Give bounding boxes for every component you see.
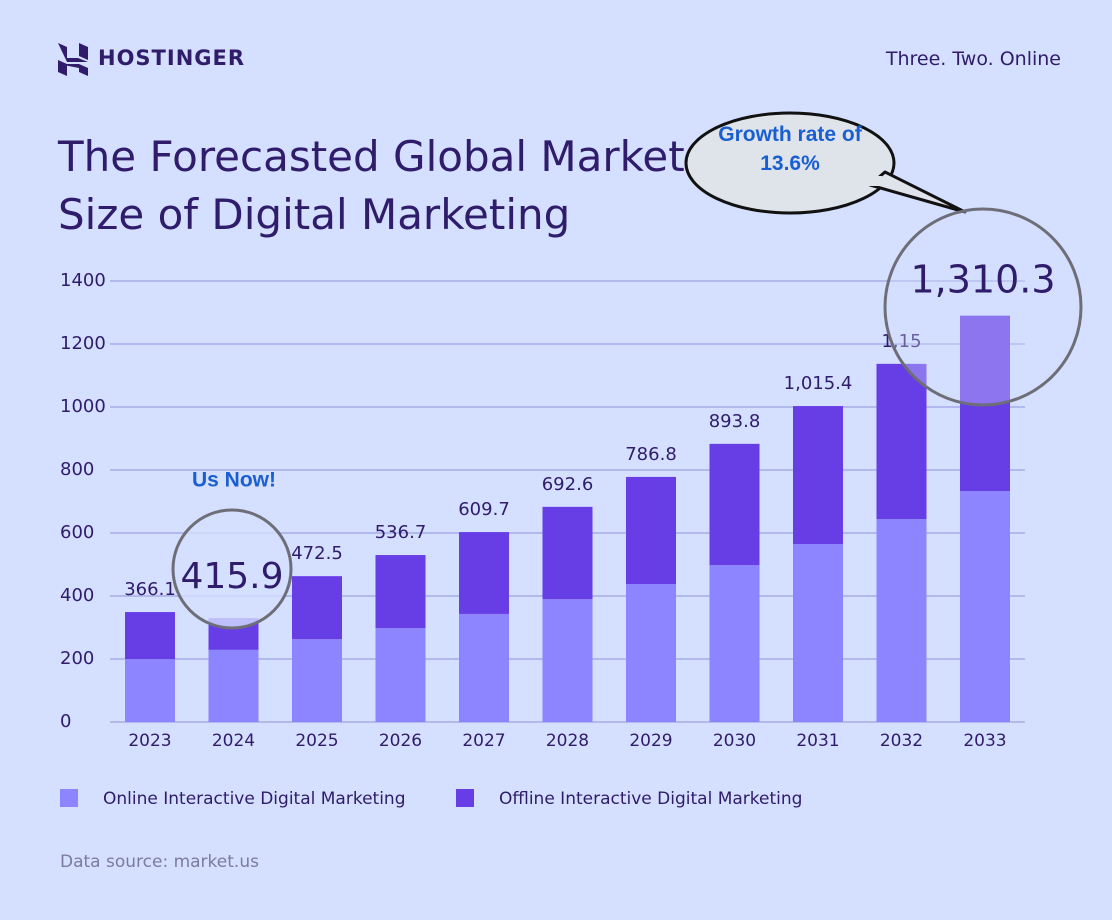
brand: HOSTINGER — [98, 46, 246, 70]
y-tick-label: 800 — [60, 459, 94, 480]
bar-segment — [876, 519, 927, 722]
us-now-callout: Us Now! — [192, 469, 276, 492]
y-tick-label: 1200 — [60, 333, 106, 354]
y-tick-label: 600 — [60, 522, 94, 543]
legend-swatch — [456, 789, 474, 807]
bubble-tail-join — [866, 176, 882, 186]
bar-segment — [626, 584, 676, 722]
legend-label: Offline Interactive Digital Marketing — [499, 789, 802, 809]
magnifier — [883, 207, 1083, 407]
bar-segment — [709, 443, 760, 566]
y-tick-label: 400 — [60, 585, 94, 606]
total-label: 893.8 — [709, 411, 761, 432]
x-tick-label: 2024 — [212, 731, 255, 751]
total-label: 609.7 — [458, 499, 510, 520]
growth-callout: Growth rate of 13.6% — [718, 123, 862, 175]
tagline: Three. Two. Online — [885, 48, 1061, 70]
x-tick-label: 2029 — [629, 731, 672, 751]
x-tick-label: 2031 — [796, 731, 839, 751]
bar-segment — [626, 476, 676, 585]
x-tick-label: 2023 — [128, 731, 171, 751]
total-label-zoomed: 1,310.3 — [910, 258, 1055, 302]
bar-segment — [375, 555, 426, 629]
bar-segment — [793, 544, 843, 722]
total-label: 1,015.4 — [784, 373, 853, 394]
bubble-tail — [868, 170, 967, 214]
y-tick-label: 1000 — [60, 396, 106, 417]
y-tick-label: 0 — [60, 711, 71, 732]
bar-segment — [542, 599, 593, 722]
bar-segment — [125, 659, 175, 722]
total-label: 472.5 — [291, 543, 343, 564]
x-tick-label: 2028 — [546, 731, 589, 751]
bar-segment — [709, 565, 760, 722]
total-label: 366.1 — [124, 579, 176, 600]
total-label: 786.8 — [625, 444, 677, 465]
bar-segment — [292, 639, 342, 722]
bar-segment — [542, 506, 593, 600]
bar-segment — [960, 491, 1010, 722]
x-tick-label: 2026 — [379, 731, 422, 751]
total-label: 1,15 — [881, 331, 921, 352]
x-tick-label: 2025 — [295, 731, 338, 751]
y-tick-label: 1400 — [60, 270, 106, 291]
x-tick-label: 2030 — [713, 731, 756, 751]
total-label-zoomed: 415.9 — [180, 556, 283, 597]
legend-swatch — [60, 789, 78, 807]
chart-title: The Forecasted Global Market Size of Dig… — [58, 132, 685, 239]
x-tick-label: 2033 — [963, 731, 1006, 751]
bar-segment — [793, 406, 843, 545]
y-tick-label: 200 — [60, 648, 94, 669]
bar-segment — [876, 363, 927, 520]
source: Data source: market.us — [60, 852, 259, 872]
bar-segment — [125, 612, 175, 659]
logo — [58, 43, 88, 76]
total-label: 536.7 — [375, 522, 427, 543]
speech-bubble — [684, 111, 896, 215]
bar-segment — [208, 649, 259, 722]
bar-segment — [292, 576, 342, 640]
magnifier — [171, 508, 293, 630]
bar-segment — [459, 532, 509, 614]
x-tick-label: 2032 — [880, 731, 923, 751]
total-label: 692.6 — [542, 474, 594, 495]
x-tick-label: 2027 — [462, 731, 505, 751]
bar-segment — [459, 613, 509, 722]
bar-segment — [375, 628, 426, 722]
legend-label: Online Interactive Digital Marketing — [103, 789, 405, 809]
